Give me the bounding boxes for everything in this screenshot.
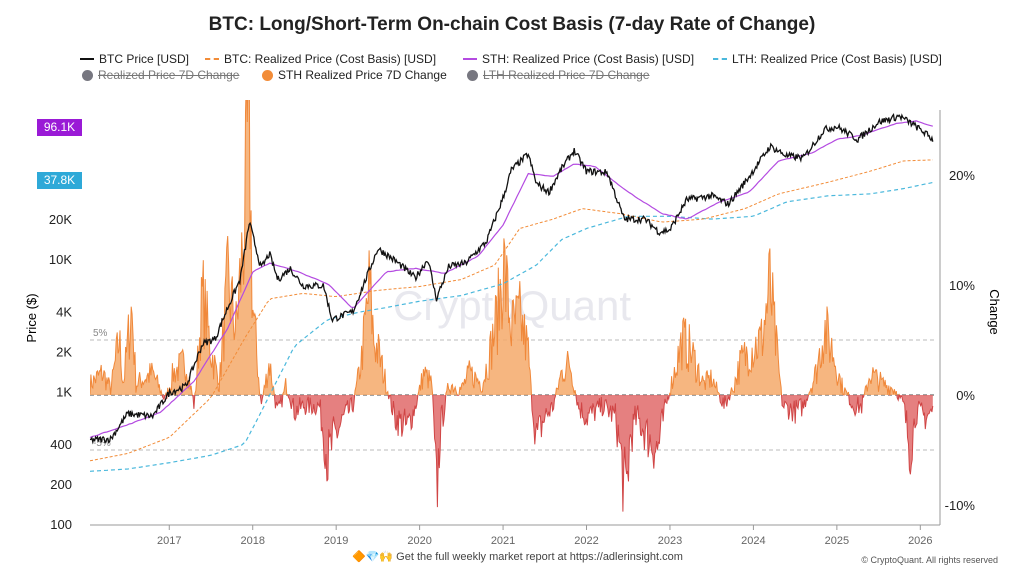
legend-btc-realized[interactable]: BTC: Realized Price (Cost Basis) [USD] bbox=[205, 52, 436, 66]
chart-title: BTC: Long/Short-Term On-chain Cost Basis… bbox=[208, 14, 816, 35]
x-tick-label: 2024 bbox=[741, 535, 765, 547]
y2-tick-label: -10% bbox=[945, 498, 976, 513]
legend-btc-price[interactable]: BTC Price [USD] bbox=[80, 52, 189, 66]
sth-change-positive-area bbox=[90, 100, 933, 395]
sth-change-line-positive bbox=[90, 100, 900, 395]
btc-last-value-badge: 96.1K bbox=[37, 119, 82, 136]
btc-realized-price-line bbox=[89, 159, 933, 462]
report-link[interactable]: https://adlerinsight.com bbox=[569, 551, 683, 563]
x-tick-label: 2020 bbox=[407, 535, 431, 547]
legend-label: LTH: Realized Price (Cost Basis) [USD] bbox=[732, 52, 942, 66]
y-tick-label: 200 bbox=[50, 477, 72, 492]
footer-text: Get the full weekly market report at bbox=[396, 551, 567, 563]
legend-label: BTC Price [USD] bbox=[99, 52, 190, 66]
y-axis-label: Price ($) bbox=[24, 293, 39, 342]
y-tick-label: 10K bbox=[49, 252, 72, 267]
legend-label: STH: Realized Price (Cost Basis) [USD] bbox=[482, 52, 695, 66]
y-tick-label: 20K bbox=[49, 212, 72, 227]
legend-label: STH Realized Price 7D Change bbox=[278, 68, 447, 82]
y-tick-label: 400 bbox=[50, 437, 72, 452]
x-tick-label: 2026 bbox=[908, 535, 932, 547]
legend-realized-7d-change[interactable]: Realized Price 7D Change bbox=[82, 68, 239, 82]
emoji-icons: 🔶💎🙌 bbox=[352, 551, 394, 563]
x-tick-label: 2023 bbox=[658, 535, 682, 547]
dashed-line-icon bbox=[713, 58, 727, 60]
solid-line-icon bbox=[463, 58, 477, 60]
sth-change-line-negative bbox=[161, 395, 934, 512]
lth-last-value-badge: 37.8K bbox=[37, 172, 82, 189]
ref-line-label: -5% bbox=[93, 438, 111, 449]
legend-label: LTH Realized Price 7D Change bbox=[483, 68, 650, 82]
dashed-line-icon bbox=[205, 58, 219, 60]
x-tick-label: 2021 bbox=[491, 535, 515, 547]
ref-line-label: 5% bbox=[93, 328, 108, 339]
copyright: © CryptoQuant. All rights reserved bbox=[861, 555, 998, 565]
legend-sth-realized[interactable]: STH: Realized Price (Cost Basis) [USD] bbox=[463, 52, 694, 66]
y-tick-label: 2K bbox=[56, 345, 72, 360]
y-tick-label: 100 bbox=[50, 517, 72, 532]
lth-realized-price-line bbox=[89, 181, 933, 472]
y2-tick-label: 0% bbox=[956, 388, 975, 403]
y2-tick-label: 10% bbox=[949, 278, 975, 293]
footer: 🔶💎🙌 Get the full weekly market report at… bbox=[352, 550, 683, 563]
sth-realized-price-line bbox=[89, 120, 933, 439]
btc-price-line bbox=[89, 113, 934, 445]
y2-tick-label: 20% bbox=[949, 168, 975, 183]
solid-line-icon bbox=[80, 58, 94, 60]
y-tick-label: 1K bbox=[56, 385, 72, 400]
legend-label: BTC: Realized Price (Cost Basis) [USD] bbox=[224, 52, 437, 66]
sth-change-negative-area bbox=[90, 395, 933, 512]
x-tick-label: 2017 bbox=[157, 535, 181, 547]
x-tick-label: 2019 bbox=[324, 535, 348, 547]
legend-sth-7d-change[interactable]: STH Realized Price 7D Change bbox=[262, 68, 447, 82]
x-tick-label: 2018 bbox=[240, 535, 264, 547]
dot-icon bbox=[262, 69, 273, 81]
legend-label: Realized Price 7D Change bbox=[98, 68, 240, 82]
x-tick-label: 2025 bbox=[825, 535, 849, 547]
x-tick-label: 2022 bbox=[574, 535, 598, 547]
dot-icon bbox=[82, 69, 93, 81]
dot-icon bbox=[467, 69, 478, 81]
legend-lth-realized[interactable]: LTH: Realized Price (Cost Basis) [USD] bbox=[713, 52, 942, 66]
legend-lth-7d-change[interactable]: LTH Realized Price 7D Change bbox=[467, 68, 650, 82]
y2-axis-label: Change bbox=[987, 289, 1002, 335]
y-tick-label: 4K bbox=[56, 305, 72, 320]
